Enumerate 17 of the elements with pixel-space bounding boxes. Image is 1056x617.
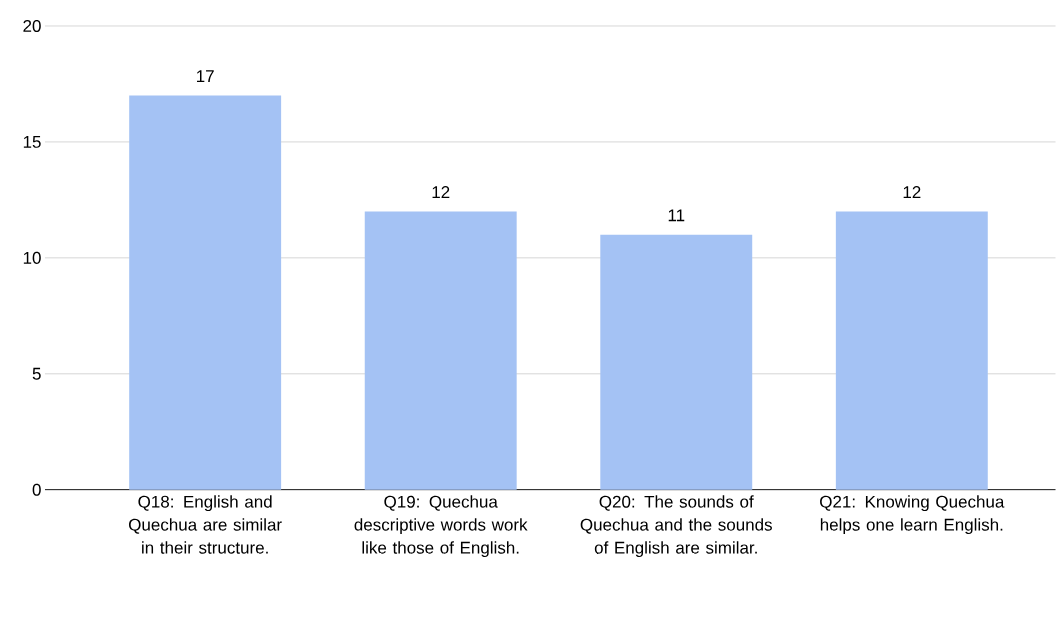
data-label: 12 [903,186,921,199]
y-tick-label: 20 [23,20,41,33]
data-label: 11 [668,209,685,222]
bar [600,234,753,490]
data-label: 17 [197,70,214,83]
x-tick-label: Q19: Quechua descriptive words work like those of English. [354,495,528,558]
y-tick-label: 0 [32,483,41,496]
data-label: 12 [432,186,450,199]
y-tick-label: 15 [23,136,41,149]
bar [835,211,988,490]
y-tick-label: 10 [23,252,41,265]
y-tick-label: 5 [32,368,41,380]
x-tick-label: Q18: English and Quechua are similar in their structure. [129,495,282,554]
x-tick-label: Q21: Knowing Quechua helps one learn English. [820,495,1005,535]
bar [129,95,282,490]
bar [364,211,517,490]
x-tick-label: Q20: The sounds of Quechua and the sounds of English are similar. [580,495,772,558]
